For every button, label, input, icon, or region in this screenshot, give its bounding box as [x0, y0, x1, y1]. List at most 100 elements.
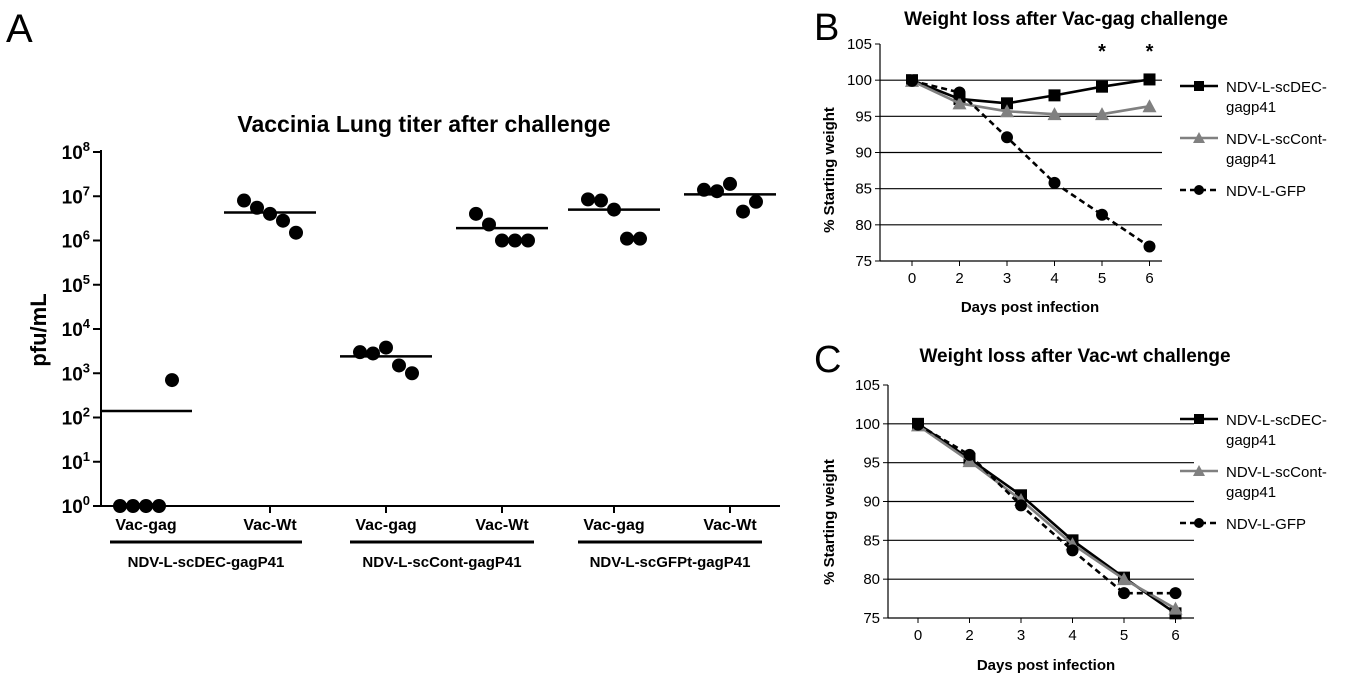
marker-triangle [1193, 132, 1205, 143]
series-line [917, 424, 1177, 610]
x-tick-label: 4 [1050, 270, 1058, 287]
significance-asterisk: * [1146, 41, 1154, 63]
data-point [633, 231, 647, 246]
marker-square [1048, 89, 1061, 102]
x-tick-label: 5 [1120, 627, 1128, 644]
x-tick-label: 6 [1145, 270, 1153, 287]
y-tick-label: 107 [62, 183, 90, 208]
y-tick-label: 100 [847, 72, 872, 89]
marker-circle [1169, 587, 1182, 600]
legend-label: gagp41 [1226, 484, 1276, 501]
panel-label-b: B [814, 7, 839, 49]
x-tick-label: 6 [1171, 627, 1179, 644]
vac-gag-weight-chart: Weight loss after Vac-gag challenge % St… [821, 9, 1327, 316]
x-tick-label: 3 [1017, 627, 1025, 644]
x-tick-label: 0 [914, 627, 922, 644]
data-point [594, 193, 608, 208]
y-tick-label: 103 [62, 360, 90, 385]
legend-label: gagp41 [1226, 432, 1276, 449]
marker-circle [953, 86, 966, 99]
legend-label: NDV-L-GFP [1226, 183, 1306, 200]
chart-a-ylabel: pfu/mL [26, 293, 51, 366]
panel-label-c: C [814, 339, 841, 381]
data-point [723, 176, 737, 191]
marker-triangle [1142, 99, 1157, 113]
y-tick-label: 75 [855, 253, 872, 270]
marker-triangle [1047, 107, 1062, 121]
chart-a-title: Vaccinia Lung titer after challenge [237, 111, 610, 137]
y-tick-label: 90 [863, 494, 880, 511]
y-tick-label: 75 [863, 610, 880, 627]
marker-triangle [1095, 107, 1109, 121]
y-tick-label: 80 [863, 571, 880, 588]
y-tick-label: 106 [62, 228, 90, 253]
marker-triangle [1168, 601, 1183, 615]
data-point [139, 499, 153, 513]
y-tick-label: 105 [855, 377, 880, 394]
marker-square [1143, 73, 1156, 86]
marker-circle [963, 448, 976, 461]
x-tick-label: Vac-Wt [703, 517, 757, 534]
data-point [392, 358, 406, 373]
data-point [152, 499, 166, 513]
chart-b-title: Weight loss after Vac-gag challenge [904, 9, 1228, 30]
y-tick-label: 105 [62, 272, 90, 297]
series-line [911, 79, 1150, 116]
x-tick-label: Vac-gag [583, 517, 644, 534]
data-point [366, 346, 380, 361]
marker-circle [1015, 499, 1027, 512]
y-tick-label: 108 [62, 139, 90, 164]
data-point [263, 206, 277, 221]
x-tick-label: Vac-gag [355, 517, 416, 534]
legend-label: NDV-L-scDEC- [1226, 412, 1327, 429]
legend-label: NDV-L-scDEC- [1226, 79, 1327, 96]
y-tick-label: 85 [863, 532, 880, 549]
x-tick-label: 0 [908, 270, 916, 287]
x-tick-label: Vac-Wt [475, 517, 529, 534]
data-point [736, 204, 750, 219]
y-tick-label: 85 [855, 181, 872, 198]
chart-b-ylabel: % Starting weight [821, 107, 838, 233]
data-point [710, 184, 724, 199]
chart-c-title: Weight loss after Vac-wt challenge [919, 346, 1230, 367]
lung-titer-chart: Vaccinia Lung titer after challenge pfu/… [26, 111, 780, 571]
marker-circle [1194, 185, 1204, 195]
x-tick-label: Vac-Wt [243, 517, 297, 534]
y-tick-label: 90 [855, 145, 872, 162]
marker-triangle [1117, 572, 1131, 586]
group-label: NDV-L-scDEC-gagP41 [128, 554, 285, 571]
vac-wt-weight-chart: Weight loss after Vac-wt challenge % Sta… [821, 346, 1327, 674]
legend-label: NDV-L-scCont- [1226, 464, 1327, 481]
y-tick-label: 95 [863, 455, 880, 472]
marker-circle [1048, 176, 1061, 189]
marker-square [1194, 81, 1204, 91]
marker-square [1194, 414, 1204, 424]
data-point [581, 192, 595, 207]
marker-square [1001, 97, 1013, 110]
legend-label: NDV-L-GFP [1226, 516, 1306, 533]
marker-circle [912, 418, 924, 431]
marker-square [1096, 80, 1108, 93]
legend-label: gagp41 [1226, 151, 1276, 168]
data-point [113, 499, 127, 513]
significance-asterisk: * [1098, 41, 1106, 63]
data-point [405, 366, 419, 381]
marker-circle [1001, 131, 1013, 144]
x-tick-label: Vac-gag [115, 517, 176, 534]
marker-circle [1118, 587, 1130, 600]
y-tick-label: 100 [62, 493, 90, 518]
data-point [521, 233, 535, 248]
y-tick-label: 105 [847, 36, 872, 53]
y-tick-label: 102 [62, 405, 90, 430]
data-point [508, 233, 522, 248]
marker-triangle [952, 96, 967, 110]
data-point [379, 340, 393, 355]
data-point [126, 499, 140, 513]
x-tick-label: 2 [955, 270, 963, 287]
series-line [917, 423, 1176, 595]
data-point [276, 213, 290, 228]
chart-b-xlabel: Days post infection [961, 299, 1099, 316]
x-tick-label: 3 [1003, 270, 1011, 287]
marker-circle [906, 74, 918, 87]
series-line [911, 79, 1151, 248]
